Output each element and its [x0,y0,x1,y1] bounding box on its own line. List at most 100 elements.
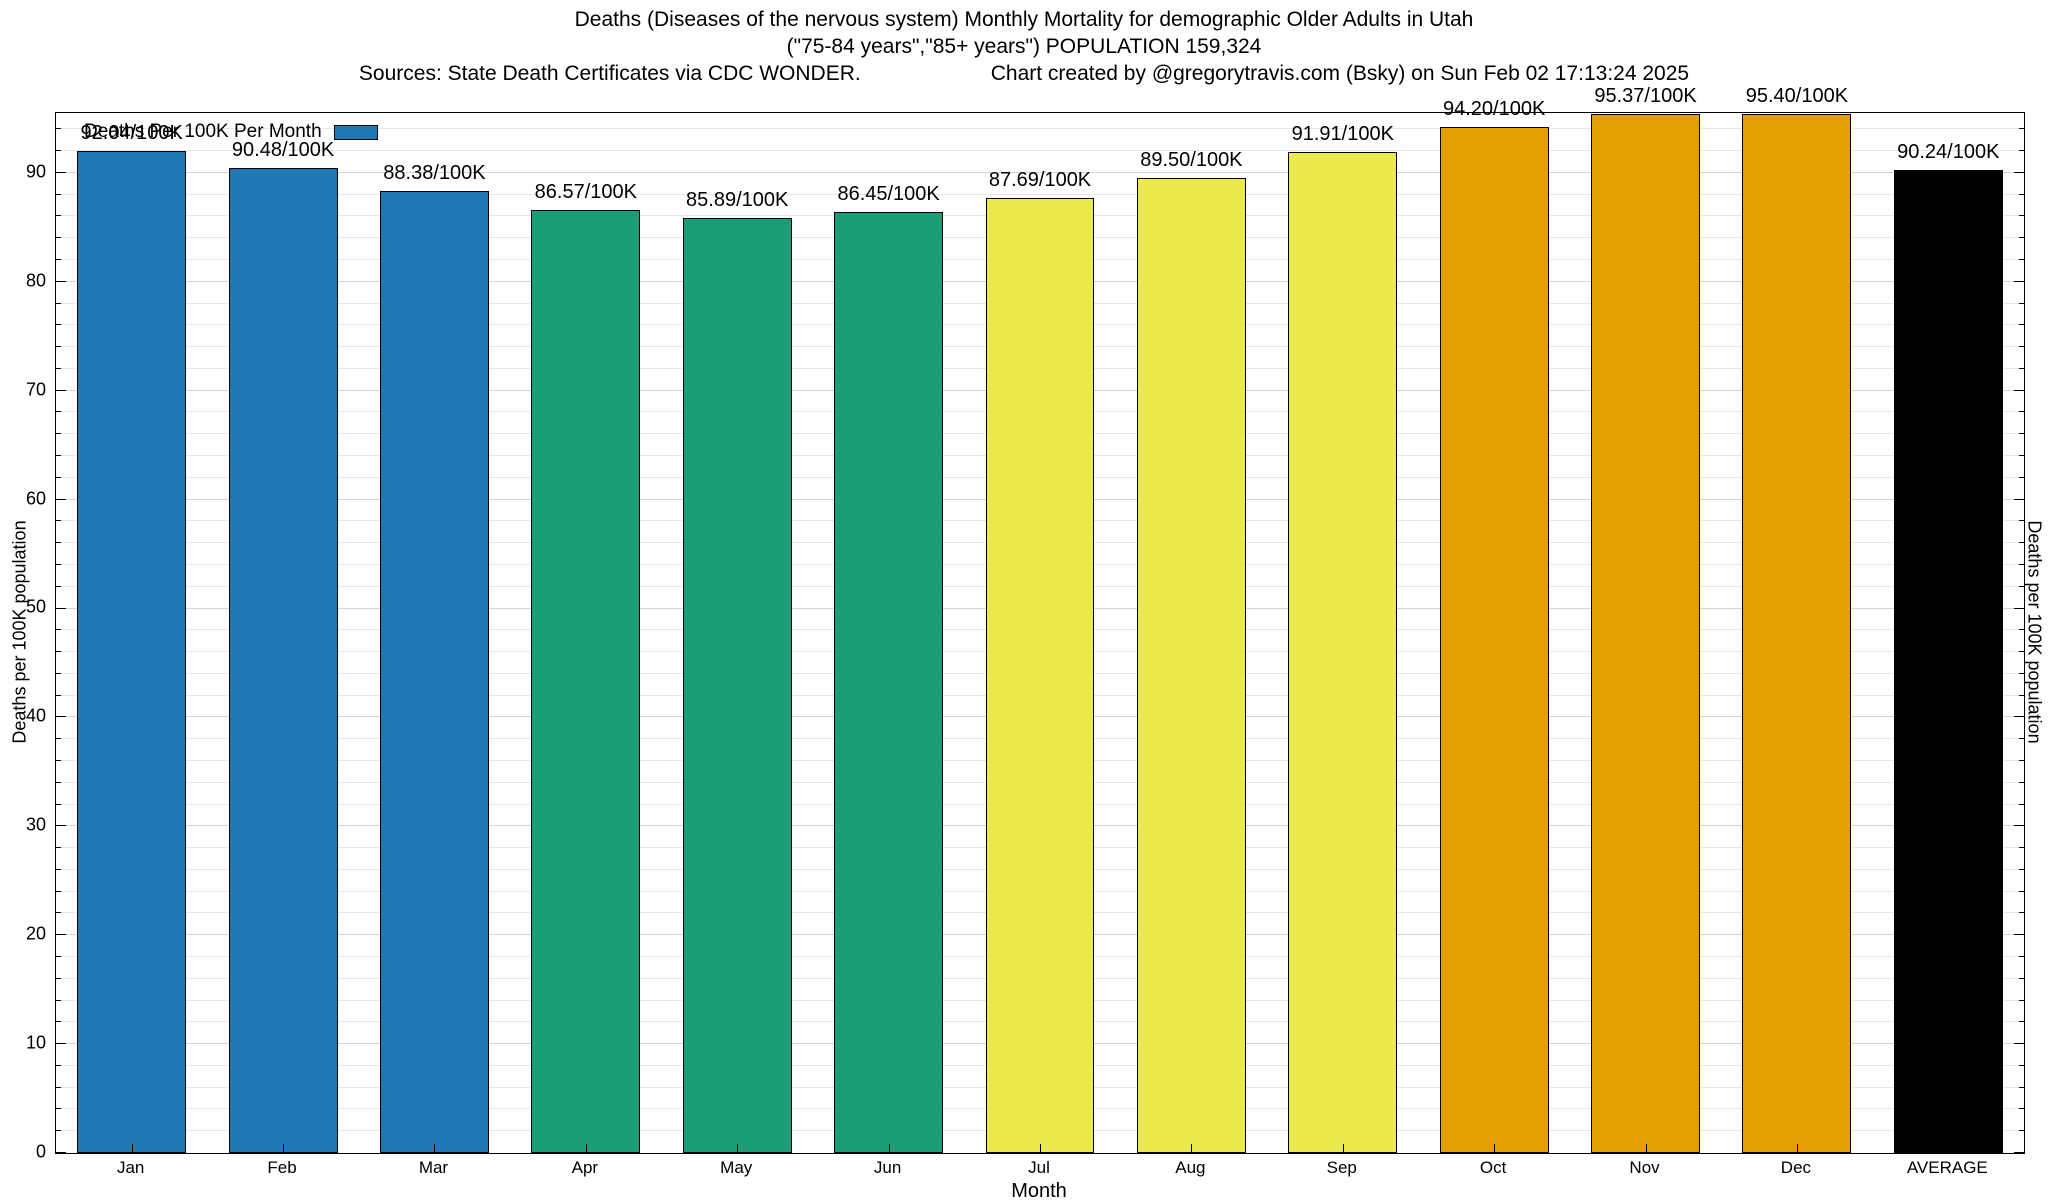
y-minor-tick [56,324,61,326]
y-minor-tick [2019,585,2024,587]
y-minor-tick [56,237,61,239]
y-minor-tick [2019,324,2024,326]
y-minor-tick [56,738,61,740]
gridline [56,128,2024,130]
y-minor-tick [56,1130,61,1132]
bar-sep [1288,152,1398,1153]
gridline [56,193,2024,195]
bar-value-label: 95.40/100K [1745,85,1849,108]
chart-credits-row: Sources: State Death Certificates via CD… [0,60,2048,87]
y-minor-tick [56,977,61,979]
y-minor-tick [56,520,61,522]
bar-jan [77,150,187,1153]
y-tick [56,1152,66,1153]
bar-dec [1742,114,1852,1153]
y-tick-label: 80 [25,270,46,291]
y-minor-tick [2019,193,2024,195]
y-tick-label: 60 [25,488,46,509]
x-tick-label: Apr [571,1158,599,1177]
bar-value-label: 90.24/100K [1897,141,2000,164]
y-tick [56,607,66,609]
y-minor-tick [56,563,61,565]
x-tick [1948,1144,1950,1153]
chart-credit: Chart created by @gregorytravis.com (Bsk… [990,62,1690,85]
y-tick [2014,498,2024,500]
x-tick-label: May [720,1158,753,1177]
y-minor-tick [2019,651,2024,653]
bar-may [682,217,792,1153]
bar-value-label: 86.57/100K [534,181,638,204]
y-minor-tick [2019,563,2024,565]
y-minor-tick [56,193,61,195]
y-minor-tick [56,476,61,478]
bar-average [1893,170,2003,1153]
y-minor-tick [56,781,61,783]
y-axis-label-right: Deaths per 100K population [2024,520,2045,744]
y-tick-label: 10 [25,1032,46,1053]
chart-header: Deaths (Diseases of the nervous system) … [0,6,2048,87]
y-minor-tick [2019,302,2024,304]
x-tick [434,1144,436,1153]
y-minor-tick [56,847,61,849]
y-minor-tick [2019,977,2024,979]
y-minor-tick [2019,912,2024,914]
bar-aug [1136,178,1246,1153]
chart-subtitle: ("75-84 years","85+ years") POPULATION 1… [786,35,1262,58]
y-minor-tick [2019,346,2024,348]
y-minor-tick [2019,411,2024,413]
bar-apr [531,210,641,1153]
y-minor-tick [56,1086,61,1088]
x-tick-label: Dec [1780,1158,1812,1177]
y-minor-tick [2019,868,2024,870]
y-minor-tick [56,346,61,348]
gridline [56,171,2024,173]
y-minor-tick [2019,1086,2024,1088]
y-tick [56,934,66,936]
x-tick [1494,1144,1496,1153]
y-minor-tick [56,1021,61,1023]
y-minor-tick [2019,672,2024,674]
plot-area: Deaths Per 100K Per Month 92.04/100K 90.4… [55,85,2025,1154]
y-tick [2014,389,2024,391]
y-minor-tick [56,215,61,217]
bar-value-label: 85.89/100K [686,188,789,211]
y-tick [56,389,66,391]
bar-jul [985,198,1095,1153]
y-minor-tick [56,259,61,261]
y-minor-tick [2019,215,2024,217]
bar-value-label: 86.45/100K [837,182,940,205]
y-minor-tick [56,672,61,674]
y-minor-tick [2019,476,2024,478]
y-minor-tick [56,999,61,1001]
y-minor-tick [56,955,61,957]
y-tick [56,825,66,827]
x-tick-label: Jul [1028,1158,1050,1177]
y-minor-tick [56,128,61,130]
bar-value-label: 92.04/100K [80,121,183,144]
y-minor-tick [2019,367,2024,369]
y-tick [2014,171,2024,173]
y-minor-tick [2019,890,2024,892]
y-minor-tick [2019,1108,2024,1110]
y-tick-label: 20 [25,923,46,944]
bar-value-label: 88.38/100K [383,161,486,184]
bar-feb [228,167,338,1153]
y-tick [56,716,66,718]
x-tick-label: Jun [873,1158,902,1177]
y-minor-tick [2019,237,2024,239]
y-minor-tick [2019,781,2024,783]
x-tick-label: Oct [1479,1158,1507,1177]
y-tick [2014,825,2024,827]
y-minor-tick [2019,1130,2024,1132]
y-tick-label: 30 [25,814,46,835]
y-minor-tick [2019,128,2024,130]
y-minor-tick [2019,150,2024,152]
y-tick-label: 90 [25,161,46,182]
y-minor-tick [56,868,61,870]
y-minor-tick [2019,542,2024,544]
bar-value-label: 90.48/100K [231,138,335,161]
x-tick [1645,1144,1647,1153]
y-minor-tick [2019,1021,2024,1023]
y-minor-tick [2019,433,2024,435]
y-minor-tick [2019,455,2024,457]
